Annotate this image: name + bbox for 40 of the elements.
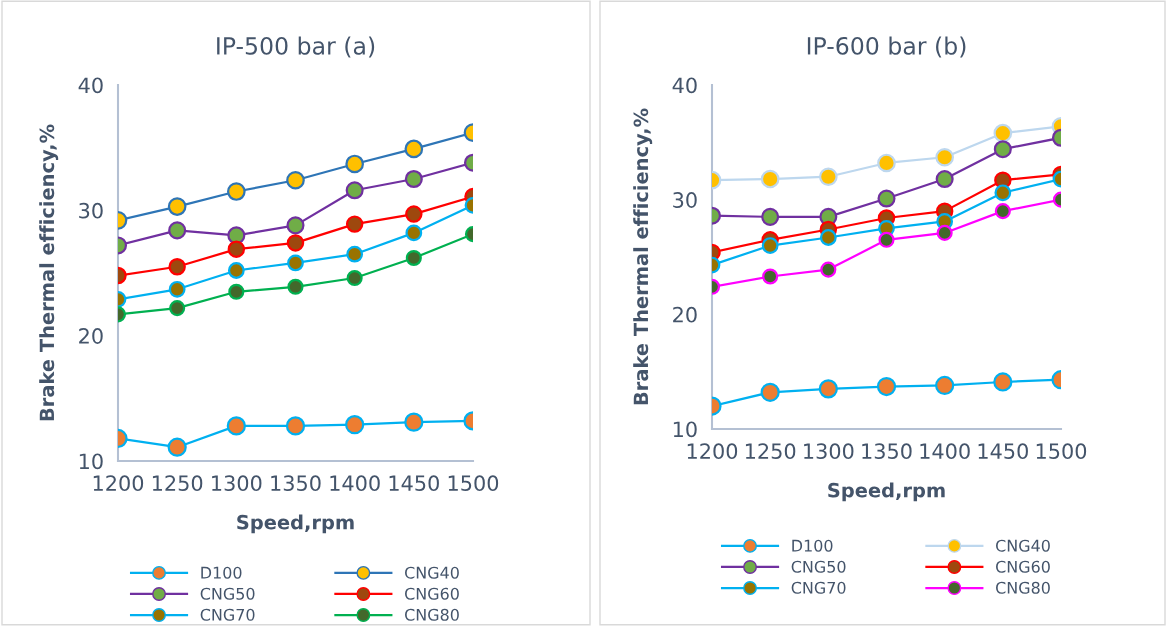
y-axis-title: Brake Thermal efficiency,% (633, 108, 653, 405)
legend-label: CNG40 (405, 566, 459, 579)
x-tick-label: 1200 (687, 443, 738, 460)
x-tick-label: 1300 (212, 475, 262, 492)
legend-label: D100 (792, 539, 833, 552)
chart-title: IP-500 bar (a) (217, 36, 375, 58)
x-tick-label: 1300 (804, 443, 854, 460)
legend-label: D100 (201, 566, 242, 579)
legend-label: CNG70 (791, 581, 846, 594)
legend-label: CNG50 (200, 587, 255, 600)
x-tick-label: 1500 (1036, 443, 1087, 460)
y-tick-label: 40 (672, 77, 697, 94)
legend-label: CNG80 (405, 608, 459, 621)
x-axis-title: Speed,rpm (828, 482, 945, 502)
x-tick-label: 1250 (745, 443, 796, 460)
x-tick-label: 1500 (448, 475, 499, 492)
x-tick-label: 1450 (389, 475, 439, 492)
y-tick-label: 40 (78, 77, 103, 94)
x-tick-label: 1250 (152, 475, 203, 492)
legend-label: CNG70 (200, 608, 255, 621)
x-tick-label: 1350 (271, 475, 321, 492)
y-tick-label: 10 (79, 453, 103, 470)
x-axis-title: Speed,rpm (237, 514, 354, 534)
legend-label: CNG60 (405, 587, 459, 600)
legend-label: CNG40 (996, 539, 1050, 552)
y-tick-label: 20 (79, 328, 103, 344)
y-tick-label: 10 (673, 421, 697, 438)
y-tick-label: 30 (79, 202, 103, 219)
legend-label: CNG80 (996, 581, 1050, 594)
y-tick-label: 20 (673, 306, 697, 323)
x-tick-label: 1400 (920, 443, 970, 460)
x-tick-label: 1350 (862, 443, 912, 460)
y-axis-title: Brake Thermal efficiency,% (39, 124, 59, 421)
legend-label: CNG50 (791, 560, 846, 573)
chart-title: IP-600 bar (b) (807, 36, 966, 58)
x-tick-label: 1400 (330, 475, 380, 492)
x-tick-label: 1450 (978, 443, 1028, 460)
y-tick-label: 30 (673, 192, 697, 208)
x-tick-label: 1200 (93, 475, 144, 492)
legend-label: CNG60 (996, 560, 1050, 573)
